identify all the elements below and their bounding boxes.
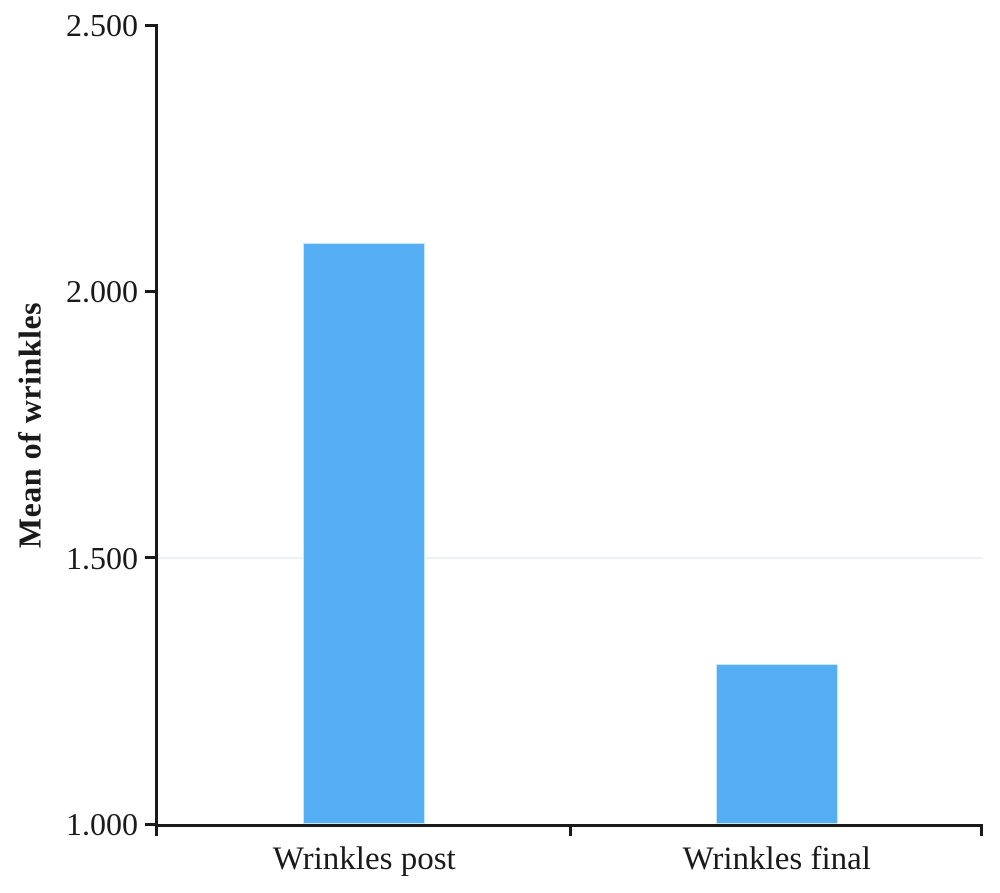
category-label: Wrinkles post [272, 841, 456, 877]
y-tick-label: 1.000 [66, 806, 138, 842]
x-axis-tick [980, 824, 983, 836]
category-label: Wrinkles final [682, 841, 871, 877]
y-axis-tick [145, 822, 158, 826]
y-axis-title: Mean of wrinkles [11, 301, 48, 549]
y-axis-tick [145, 289, 158, 293]
bar [303, 243, 426, 824]
bar [715, 664, 838, 824]
y-tick-label: 2.000 [66, 273, 138, 310]
gridline [158, 556, 983, 559]
y-tick-label: 2.500 [66, 7, 138, 43]
y-axis-tick [145, 556, 158, 560]
y-axis-line [155, 24, 158, 836]
x-axis-tick [569, 824, 572, 836]
y-tick-label: 1.500 [66, 539, 138, 576]
y-axis-tick [145, 23, 158, 27]
